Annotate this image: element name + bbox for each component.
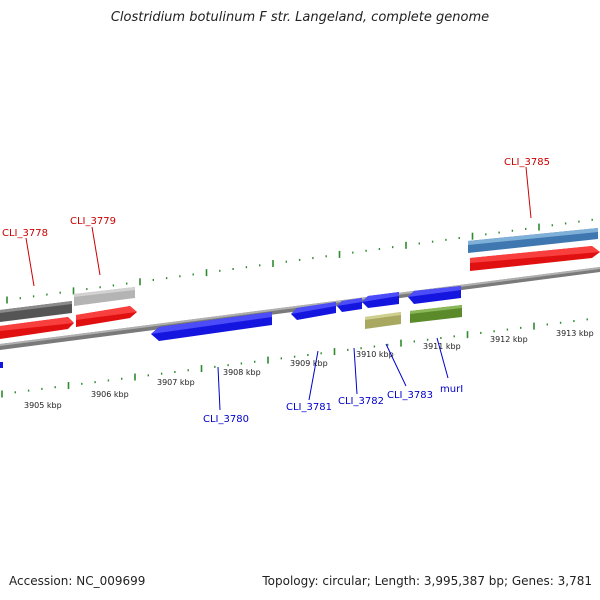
- map-title: Clostridium botulinum F str. Langeland, …: [110, 10, 490, 25]
- tick-label-3913: 3913 kbp: [556, 329, 594, 338]
- gene-label-connectors: [25, 166, 532, 411]
- gene-label-cli-3781: CLI_3781: [286, 402, 332, 413]
- tick-label-3906: 3906 kbp: [91, 390, 129, 399]
- genome-stats-label: Topology: circular; Length: 3,995,387 bp…: [262, 574, 592, 588]
- gene-arrow-cli-3778: [0, 317, 74, 339]
- gene-label-cli-3778: CLI_3778: [2, 228, 48, 239]
- gene-bar-cli-3783-lower: [365, 312, 401, 329]
- gene-label-cli-3785: CLI_3785: [504, 157, 550, 168]
- gene-labels: CLI_3778 CLI_3779 CLI_3785 CLI_3780 CLI_…: [2, 157, 550, 425]
- gene-partial-left: [0, 362, 3, 368]
- gene-bar-cli-3778-upper: [0, 301, 72, 322]
- tick-label-3908: 3908 kbp: [223, 368, 261, 377]
- gene-arrow-cli-3779: [76, 306, 137, 327]
- gene-label-muri: murI: [440, 384, 463, 395]
- tick-label-3910: 3910 kbp: [356, 350, 394, 359]
- tick-label-3909: 3909 kbp: [290, 359, 328, 368]
- gene-arrow-cli-3780: [151, 312, 272, 341]
- gene-bar-muri-lower: [410, 305, 462, 323]
- tick-label-3912: 3912 kbp: [490, 335, 528, 344]
- gene-arrow-cli-3781: [291, 302, 336, 320]
- gene-arrow-muri: [408, 286, 461, 304]
- gene-label-cli-3779: CLI_3779: [70, 216, 116, 227]
- accession-label: Accession: NC_009699: [9, 574, 146, 588]
- tick-label-3907: 3907 kbp: [157, 378, 195, 387]
- tick-label-3905: 3905 kbp: [24, 401, 62, 410]
- gene-label-cli-3782: CLI_3782: [338, 396, 384, 407]
- gene-bar-cli-3785-upper: [468, 228, 598, 253]
- gene-arrow-cli-3783: [362, 292, 399, 308]
- tick-marks: [1, 218, 593, 398]
- tick-labels: 3905 kbp 3906 kbp 3907 kbp 3908 kbp 3909…: [24, 329, 594, 410]
- feature-bars: [0, 228, 600, 368]
- tick-label-3911: 3911 kbp: [423, 342, 461, 351]
- gene-label-cli-3780: CLI_3780: [203, 414, 249, 425]
- gene-arrow-cli-3785: [470, 246, 600, 271]
- gene-arrow-cli-3782: [337, 298, 362, 312]
- gene-label-cli-3783: CLI_3783: [387, 390, 433, 401]
- gene-bar-cli-3779-upper: [74, 287, 135, 306]
